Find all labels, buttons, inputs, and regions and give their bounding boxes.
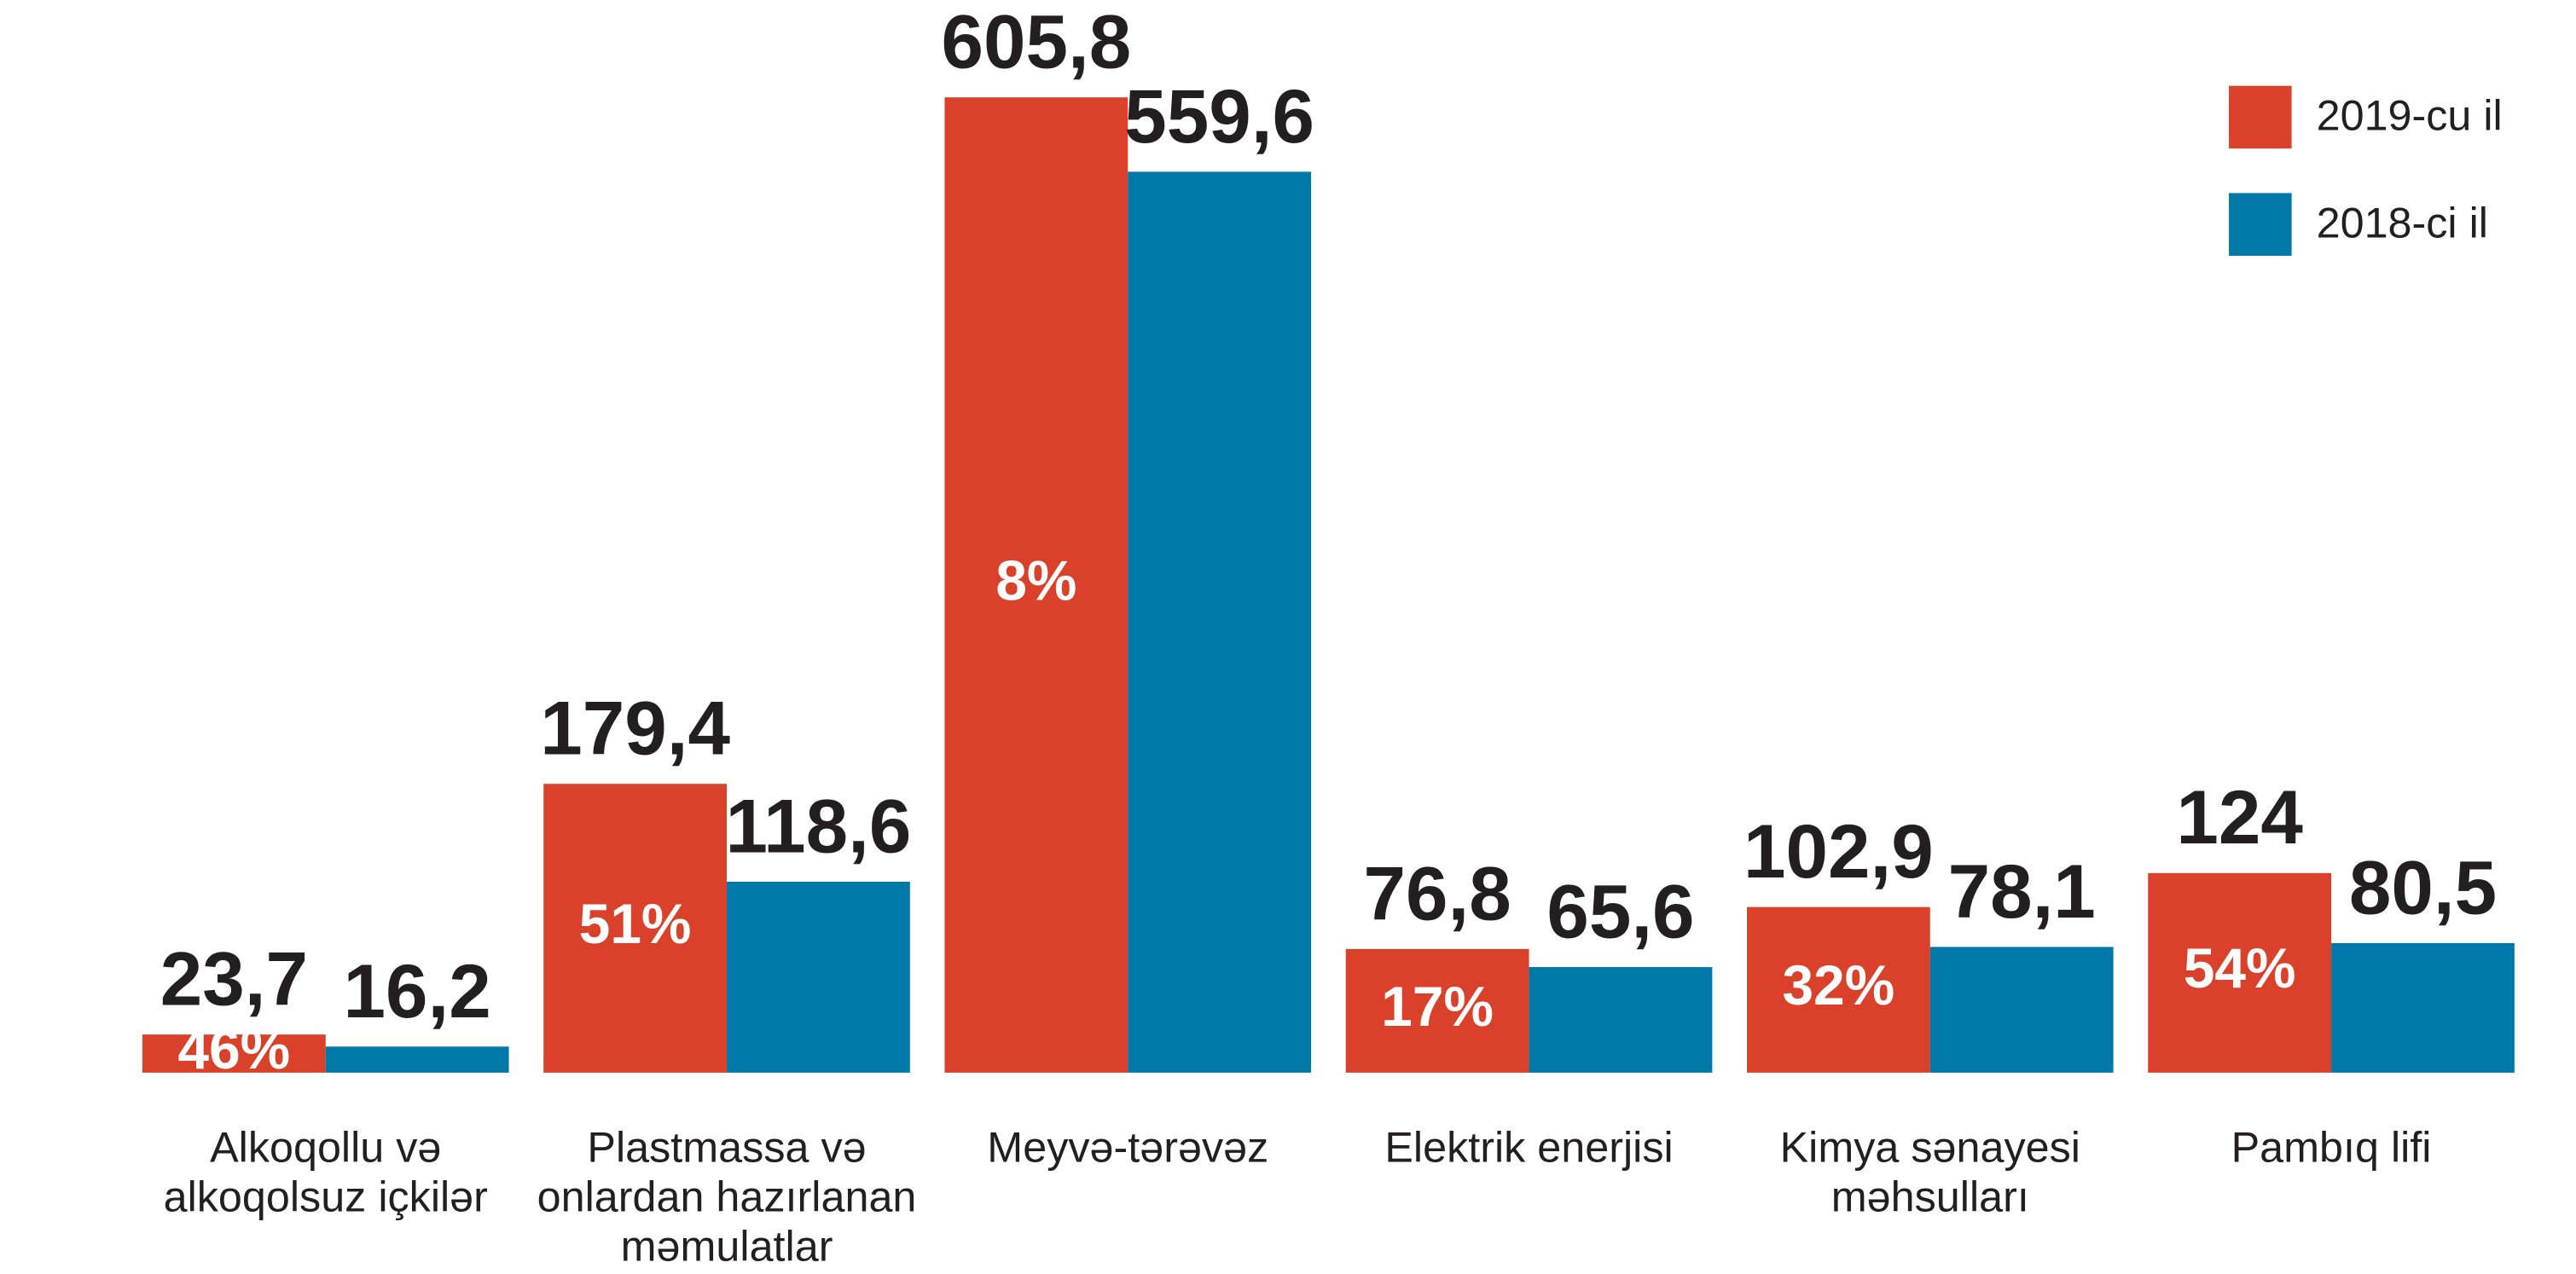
value-label: 78,1 [1948, 848, 2096, 934]
category-label-box: Pambıq lifi [2231, 1121, 2432, 1173]
bar [325, 1046, 509, 1073]
value-label: 605,8 [941, 0, 1131, 84]
legend-label: 2019-cu il [2317, 91, 2503, 140]
category-label: Pambıq lifi [2231, 1121, 2432, 1173]
category-label: Meyvə-tərəvəz [987, 1121, 1269, 1173]
legend-swatch [2229, 85, 2292, 149]
value-label: 80,5 [2349, 844, 2497, 929]
value-label: 559,6 [1124, 73, 1314, 159]
bar [2331, 942, 2515, 1073]
category-label-box: Plastmassa və onlardan hazırlanan məmula… [537, 1121, 917, 1271]
category-label: Kimya sənayesi məhsulları [1779, 1121, 2080, 1222]
category-label: Plastmassa və onlardan hazırlanan məmula… [537, 1121, 917, 1271]
value-label: 65,6 [1546, 869, 1694, 954]
category-label-box: Elektrik enerjisi [1384, 1121, 1674, 1173]
growth-label: 8% [995, 548, 1076, 611]
legend-swatch [2229, 193, 2292, 256]
growth-label: 17% [1381, 975, 1494, 1038]
bar [142, 1034, 326, 1073]
category-label-box: Alkoqollu və alkoqolsuz içkilər [163, 1121, 488, 1222]
category-label-box: Kimya sənayesi məhsulları [1779, 1121, 2080, 1222]
growth-label: 54% [2184, 936, 2296, 999]
value-label: 102,9 [1743, 808, 1934, 894]
category-label: Alkoqollu və alkoqolsuz içkilər [163, 1121, 488, 1222]
bar [1128, 171, 1312, 1073]
bar [1529, 967, 1713, 1073]
value-label: 16,2 [344, 948, 491, 1034]
bar [1929, 947, 2114, 1073]
growth-label: 51% [579, 892, 692, 955]
value-label: 76,8 [1364, 850, 1511, 935]
category-label-box: Meyvə-tərəvəz [987, 1121, 1269, 1173]
growth-label: 46% [178, 1017, 291, 1080]
bar [2148, 872, 2332, 1073]
bar [1345, 948, 1529, 1073]
bar [543, 784, 728, 1073]
value-label: 23,7 [160, 936, 308, 1022]
growth-label: 32% [1783, 953, 1895, 1016]
bar [944, 97, 1128, 1073]
value-label: 124 [2176, 774, 2303, 860]
bar [1746, 906, 1930, 1073]
category-label: Elektrik enerjisi [1384, 1121, 1674, 1173]
bar [727, 881, 910, 1073]
legend-label: 2018-ci il [2317, 198, 2488, 246]
value-label: 179,4 [540, 686, 730, 771]
value-label: 118,6 [725, 783, 911, 868]
